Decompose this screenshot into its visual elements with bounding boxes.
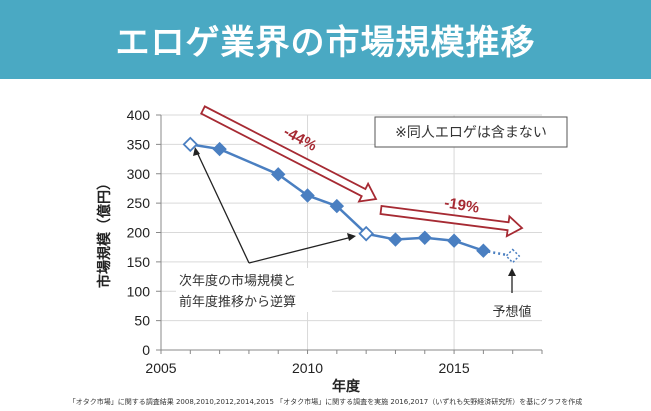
data-point-actual (446, 233, 462, 248)
y-tick-label: 350 (127, 136, 151, 152)
series-market-size (182, 136, 521, 264)
x-axis-title: 年度 (332, 378, 361, 395)
data-point-actual (388, 232, 403, 247)
trend2-label: -19% (443, 194, 480, 216)
forecast-label: 予想値 (492, 304, 531, 320)
x-tick-label: 2015 (438, 360, 469, 376)
page-title: エロゲ業界の市場規模推移 (115, 23, 536, 63)
data-point-forecast (505, 248, 521, 264)
data-point-actual (417, 230, 432, 245)
data-point-actual (476, 243, 491, 258)
x-tick-label: 2010 (292, 360, 323, 376)
y-tick-label: 250 (127, 195, 151, 211)
callout-line-1: 次年度の市場規模と (179, 273, 296, 289)
source-note: 「オタク市場」に関する調査結果 2008,2010,2012,2014,2015… (68, 398, 583, 406)
x-tick-label: 2005 (145, 360, 176, 376)
data-point-estimated (358, 225, 374, 242)
y-tick-label: 100 (127, 283, 151, 299)
x-tick-labels: 2005 2010 2015 (145, 360, 469, 376)
data-point-actual (329, 198, 345, 214)
note-box-text: ※同人エロゲは含まない (395, 125, 547, 141)
y-tick-labels: 0 50 100 150 200 250 300 350 400 (127, 107, 151, 358)
series-line (190, 143, 484, 252)
note-box (374, 116, 568, 148)
trend1-arrow (199, 105, 378, 203)
callout-line-2: 前年度推移から逆算 (179, 294, 296, 310)
callout-background (176, 268, 332, 312)
trend-arrows (199, 105, 524, 238)
data-point-actual (300, 188, 315, 203)
data-point-estimated (182, 136, 199, 153)
y-tick-label: 400 (127, 107, 151, 123)
y-tick-label: 0 (142, 342, 150, 358)
data-point-actual (271, 167, 286, 182)
forecast-arrow (508, 268, 516, 293)
y-tick-label: 50 (134, 313, 150, 329)
y-tick-label: 150 (127, 254, 151, 270)
y-tick-label: 200 (127, 225, 151, 241)
trend2-arrow (379, 204, 524, 238)
callout-arrows (193, 147, 356, 264)
header-banner: エロゲ業界の市場規模推移 (0, 0, 651, 79)
axes (156, 114, 543, 354)
y-axis-title: 市場規模（億円） (96, 176, 113, 288)
y-tick-label: 300 (127, 166, 151, 182)
data-point-actual (212, 141, 227, 157)
